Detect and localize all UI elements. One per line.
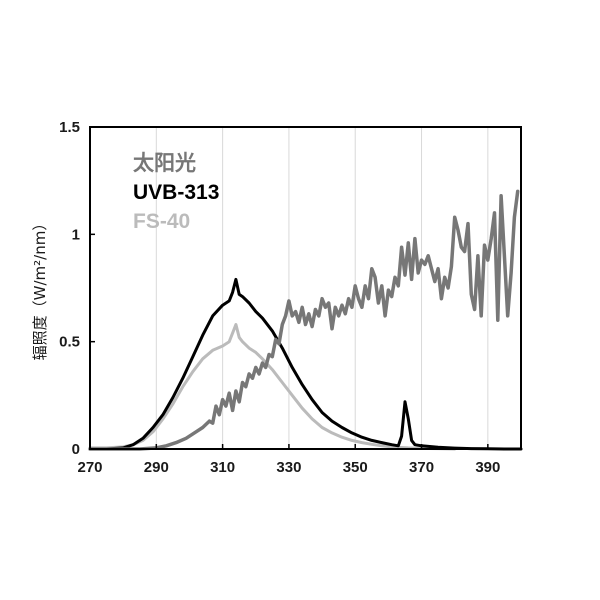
x-tick-label-0: 270 xyxy=(77,459,102,476)
x-tick-label-4: 350 xyxy=(343,459,368,476)
series-line-1 xyxy=(88,277,523,451)
x-tick-label-1: 290 xyxy=(144,459,169,476)
legend-item-1: UVB-313 xyxy=(133,181,219,204)
x-tick-label-3: 330 xyxy=(276,459,301,476)
legend-item-2: FS-40 xyxy=(133,210,190,233)
y-tick-label-2: 1 xyxy=(72,226,80,243)
series-line-2 xyxy=(88,323,457,451)
legend-item-0: 太阳光 xyxy=(133,152,196,175)
legend: 太阳光 UVB-313 FS-40 xyxy=(133,152,219,233)
x-tick-label-2: 310 xyxy=(210,459,235,476)
x-tick-label-5: 370 xyxy=(409,459,434,476)
x-tick-label-6: 390 xyxy=(475,459,500,476)
gridlines xyxy=(155,127,489,449)
y-tick-label-3: 1.5 xyxy=(59,119,80,136)
y-axis: 0 0.5 1 1.5 xyxy=(59,119,95,458)
series-line-0 xyxy=(88,189,520,451)
y-axis-title: 辐照度（W/m²/nm） xyxy=(31,216,49,361)
y-tick-label-1: 0.5 xyxy=(59,334,80,351)
x-axis: 270 290 310 330 350 370 390 xyxy=(77,444,500,476)
series-lines xyxy=(88,189,523,451)
plot-frame xyxy=(89,126,522,450)
y-tick-label-0: 0 xyxy=(72,441,80,458)
